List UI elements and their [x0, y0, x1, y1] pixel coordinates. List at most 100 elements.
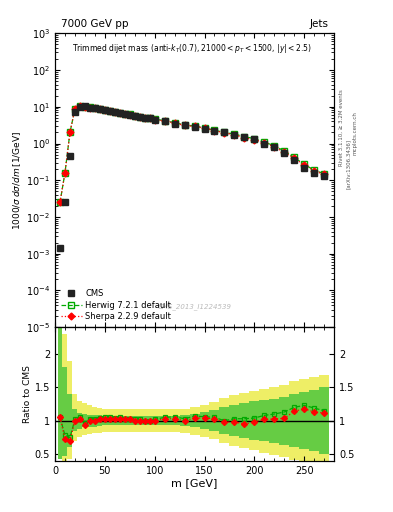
Herwig 7.2.1 default [272, 142, 277, 148]
Herwig 7.2.1 default [62, 169, 67, 176]
CMS [222, 130, 227, 136]
Herwig 7.2.1 default [312, 167, 316, 173]
CMS [232, 132, 237, 138]
CMS [92, 105, 97, 112]
CMS [262, 140, 267, 146]
Herwig 7.2.1 default [202, 125, 207, 131]
Herwig 7.2.1 default [142, 114, 147, 120]
CMS [312, 169, 316, 176]
Herwig 7.2.1 default [112, 109, 117, 115]
Line: Sherpa 2.2.9 default: Sherpa 2.2.9 default [57, 104, 327, 205]
Herwig 7.2.1 default [138, 114, 142, 120]
Text: Trimmed dijet mass (anti-$k_T$(0.7), 21000$<p_T<$1500, $|y|<$2.5): Trimmed dijet mass (anti-$k_T$(0.7), 210… [72, 42, 312, 55]
Sherpa 2.2.9 default [142, 115, 147, 121]
CMS [192, 124, 197, 130]
Sherpa 2.2.9 default [222, 130, 227, 136]
Herwig 7.2.1 default [88, 104, 92, 110]
Herwig 7.2.1 default [147, 115, 152, 121]
Herwig 7.2.1 default [103, 106, 107, 113]
Herwig 7.2.1 default [92, 105, 97, 111]
Sherpa 2.2.9 default [112, 109, 117, 115]
Sherpa 2.2.9 default [127, 112, 132, 118]
CMS [118, 110, 122, 116]
Y-axis label: Ratio to CMS: Ratio to CMS [23, 365, 32, 423]
CMS [73, 109, 77, 115]
CMS [142, 115, 147, 121]
Sherpa 2.2.9 default [282, 150, 286, 156]
Sherpa 2.2.9 default [322, 171, 327, 177]
Herwig 7.2.1 default [73, 105, 77, 112]
Herwig 7.2.1 default [68, 130, 72, 136]
Sherpa 2.2.9 default [103, 107, 107, 113]
Herwig 7.2.1 default [242, 134, 247, 140]
CMS [107, 108, 112, 114]
Text: CMS_2013_I1224539: CMS_2013_I1224539 [158, 303, 231, 310]
Y-axis label: $1000/\sigma\, d\sigma/dm\, [1/\mathrm{GeV}]$: $1000/\sigma\, d\sigma/dm\, [1/\mathrm{G… [11, 131, 23, 230]
Sherpa 2.2.9 default [123, 111, 127, 117]
CMS [88, 104, 92, 111]
Herwig 7.2.1 default [212, 127, 217, 133]
Text: Jets: Jets [309, 19, 329, 29]
Sherpa 2.2.9 default [77, 103, 82, 110]
Herwig 7.2.1 default [232, 131, 237, 137]
Sherpa 2.2.9 default [68, 130, 72, 136]
Sherpa 2.2.9 default [132, 113, 137, 119]
Sherpa 2.2.9 default [162, 118, 167, 124]
Herwig 7.2.1 default [262, 139, 267, 145]
Sherpa 2.2.9 default [107, 108, 112, 114]
Text: Rivet 3.1.10, ≥ 3.2M events: Rivet 3.1.10, ≥ 3.2M events [339, 90, 344, 166]
Text: [arXiv:1306.3436]: [arXiv:1306.3436] [345, 139, 351, 189]
Herwig 7.2.1 default [182, 122, 187, 128]
Text: mcplots.cern.ch: mcplots.cern.ch [352, 111, 357, 155]
Sherpa 2.2.9 default [172, 120, 177, 126]
CMS [292, 157, 297, 163]
Herwig 7.2.1 default [292, 154, 297, 160]
Herwig 7.2.1 default [132, 113, 137, 119]
Sherpa 2.2.9 default [83, 104, 87, 110]
Herwig 7.2.1 default [162, 118, 167, 124]
Herwig 7.2.1 default [77, 103, 82, 109]
Sherpa 2.2.9 default [58, 199, 62, 205]
Herwig 7.2.1 default [107, 108, 112, 114]
CMS [138, 114, 142, 120]
CMS [162, 118, 167, 124]
Sherpa 2.2.9 default [88, 104, 92, 111]
Sherpa 2.2.9 default [138, 114, 142, 120]
Herwig 7.2.1 default [252, 136, 257, 142]
Sherpa 2.2.9 default [312, 168, 316, 174]
CMS [132, 113, 137, 119]
Sherpa 2.2.9 default [118, 110, 122, 116]
CMS [147, 115, 152, 121]
Text: 7000 GeV pp: 7000 GeV pp [61, 19, 128, 29]
Herwig 7.2.1 default [302, 161, 307, 167]
CMS [152, 116, 157, 122]
Sherpa 2.2.9 default [242, 135, 247, 141]
Sherpa 2.2.9 default [252, 137, 257, 143]
CMS [322, 173, 327, 179]
Sherpa 2.2.9 default [62, 169, 67, 176]
Herwig 7.2.1 default [172, 120, 177, 126]
Herwig 7.2.1 default [123, 111, 127, 117]
Sherpa 2.2.9 default [212, 127, 217, 134]
CMS [103, 107, 107, 113]
Sherpa 2.2.9 default [262, 140, 267, 146]
CMS [252, 136, 257, 142]
Herwig 7.2.1 default [282, 148, 286, 154]
CMS [77, 104, 82, 110]
CMS [62, 199, 67, 205]
Sherpa 2.2.9 default [97, 106, 102, 112]
Sherpa 2.2.9 default [292, 155, 297, 161]
CMS [172, 120, 177, 126]
CMS [123, 111, 127, 117]
Sherpa 2.2.9 default [272, 143, 277, 150]
Sherpa 2.2.9 default [302, 162, 307, 168]
CMS [58, 245, 62, 251]
Line: Herwig 7.2.1 default: Herwig 7.2.1 default [57, 103, 327, 205]
CMS [97, 106, 102, 113]
CMS [242, 134, 247, 140]
Herwig 7.2.1 default [118, 110, 122, 116]
Sherpa 2.2.9 default [73, 105, 77, 112]
CMS [68, 153, 72, 159]
Sherpa 2.2.9 default [182, 122, 187, 129]
CMS [302, 164, 307, 170]
